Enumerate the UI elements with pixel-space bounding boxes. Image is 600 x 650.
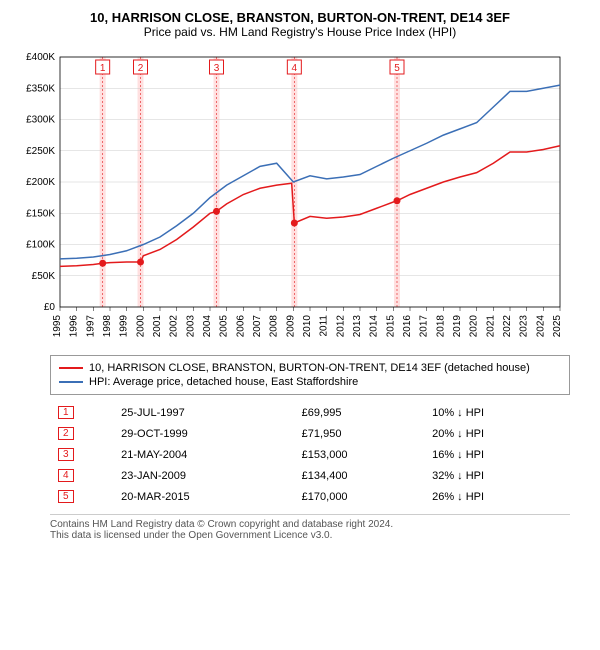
legend-label: 10, HARRISON CLOSE, BRANSTON, BURTON-ON-… (89, 362, 530, 374)
svg-text:3: 3 (214, 63, 220, 74)
svg-text:1: 1 (100, 63, 106, 74)
table-row: 5 20-MAR-2015£170,00026% ↓ HPI (52, 487, 568, 506)
footer: Contains HM Land Registry data © Crown c… (50, 514, 570, 541)
svg-text:2015: 2015 (385, 315, 396, 338)
transaction-delta: 16% ↓ HPI (426, 445, 568, 464)
legend-row: HPI: Average price, detached house, East… (59, 376, 561, 388)
chart-title: 10, HARRISON CLOSE, BRANSTON, BURTON-ON-… (10, 10, 590, 25)
svg-text:4: 4 (292, 63, 298, 74)
svg-text:2024: 2024 (535, 315, 546, 338)
svg-text:2003: 2003 (185, 315, 196, 338)
transaction-badge: 2 (58, 427, 74, 440)
legend-swatch (59, 381, 83, 383)
svg-text:2023: 2023 (519, 315, 530, 338)
svg-text:£100K: £100K (26, 240, 55, 251)
svg-text:2004: 2004 (202, 315, 213, 338)
svg-text:1997: 1997 (85, 315, 96, 338)
table-row: 3 21-MAY-2004£153,00016% ↓ HPI (52, 445, 568, 464)
table-row: 2 29-OCT-1999£71,95020% ↓ HPI (52, 424, 568, 443)
table-row: 4 23-JAN-2009£134,40032% ↓ HPI (52, 466, 568, 485)
footer-line-2: This data is licensed under the Open Gov… (50, 530, 570, 541)
svg-text:2006: 2006 (235, 315, 246, 338)
svg-text:2005: 2005 (219, 315, 230, 338)
svg-text:2011: 2011 (319, 315, 330, 337)
transaction-date: 23-JAN-2009 (115, 466, 294, 485)
svg-text:2019: 2019 (452, 315, 463, 338)
svg-text:2025: 2025 (552, 315, 563, 338)
transaction-price: £69,995 (296, 403, 424, 422)
svg-text:2020: 2020 (469, 315, 480, 338)
svg-text:2013: 2013 (352, 315, 363, 338)
svg-text:£350K: £350K (26, 83, 55, 94)
svg-text:£200K: £200K (26, 177, 55, 188)
svg-text:2014: 2014 (369, 315, 380, 338)
svg-text:2010: 2010 (302, 315, 313, 338)
svg-text:2009: 2009 (285, 315, 296, 338)
transaction-price: £71,950 (296, 424, 424, 443)
transaction-delta: 20% ↓ HPI (426, 424, 568, 443)
svg-text:£50K: £50K (32, 271, 56, 282)
svg-text:£300K: £300K (26, 115, 55, 126)
table-row: 1 25-JUL-1997£69,99510% ↓ HPI (52, 403, 568, 422)
svg-text:2017: 2017 (419, 315, 430, 338)
transaction-date: 29-OCT-1999 (115, 424, 294, 443)
transaction-badge: 5 (58, 490, 74, 503)
svg-text:2022: 2022 (502, 315, 513, 338)
legend-swatch (59, 367, 83, 369)
transaction-badge: 3 (58, 448, 74, 461)
transaction-date: 20-MAR-2015 (115, 487, 294, 506)
svg-text:1996: 1996 (69, 315, 80, 338)
svg-text:2021: 2021 (485, 315, 496, 338)
chart-area: £0 £50K £100K £150K £200K £250K £300K £350K £400… (10, 47, 590, 347)
transaction-badge: 4 (58, 469, 74, 482)
line-chart: £0 £50K £100K £150K £200K £250K £300K £350K £400… (10, 47, 570, 347)
transaction-badge: 1 (58, 406, 74, 419)
transaction-price: £134,400 (296, 466, 424, 485)
svg-text:2: 2 (138, 63, 144, 74)
svg-text:£150K: £150K (26, 208, 55, 219)
transaction-date: 25-JUL-1997 (115, 403, 294, 422)
svg-text:2000: 2000 (135, 315, 146, 338)
transaction-price: £153,000 (296, 445, 424, 464)
transaction-table: 1 25-JUL-1997£69,99510% ↓ HPI 2 29-OCT-1999… (50, 401, 570, 508)
transaction-delta: 32% ↓ HPI (426, 466, 568, 485)
transaction-date: 21-MAY-2004 (115, 445, 294, 464)
svg-text:1999: 1999 (119, 315, 130, 338)
svg-text:2018: 2018 (435, 315, 446, 338)
legend-label: HPI: Average price, detached house, East… (89, 376, 358, 388)
transaction-delta: 10% ↓ HPI (426, 403, 568, 422)
svg-text:2016: 2016 (402, 315, 413, 338)
transaction-price: £170,000 (296, 487, 424, 506)
svg-text:£250K: £250K (26, 146, 55, 157)
svg-text:2008: 2008 (269, 315, 280, 338)
svg-text:1998: 1998 (102, 315, 113, 338)
footer-line-1: Contains HM Land Registry data © Crown c… (50, 519, 570, 530)
transaction-delta: 26% ↓ HPI (426, 487, 568, 506)
svg-text:£0: £0 (44, 302, 56, 313)
svg-text:5: 5 (394, 63, 400, 74)
svg-text:1995: 1995 (52, 315, 63, 338)
svg-text:2012: 2012 (335, 315, 346, 338)
svg-text:2002: 2002 (169, 315, 180, 338)
chart-subtitle: Price paid vs. HM Land Registry's House … (10, 25, 590, 39)
svg-text:2007: 2007 (252, 315, 263, 338)
svg-text:2001: 2001 (152, 315, 163, 338)
legend: 10, HARRISON CLOSE, BRANSTON, BURTON-ON-… (50, 355, 570, 395)
legend-row: 10, HARRISON CLOSE, BRANSTON, BURTON-ON-… (59, 362, 561, 374)
svg-text:£400K: £400K (26, 52, 55, 63)
